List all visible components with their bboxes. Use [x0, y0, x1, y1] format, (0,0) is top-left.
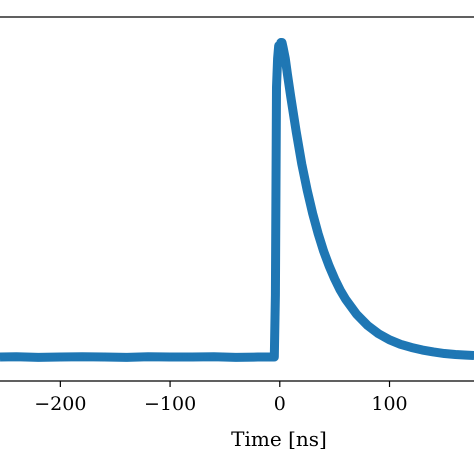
series-point: [322, 249, 326, 253]
series-point: [338, 288, 342, 292]
series-point: [102, 355, 106, 359]
series-point: [273, 293, 277, 297]
plot-area: [0, 16, 474, 382]
x-tick-label: 100: [371, 393, 407, 415]
series-point: [272, 355, 276, 359]
series-point: [190, 355, 194, 359]
series-point: [146, 355, 150, 359]
series-point: [289, 95, 293, 99]
series-point: [277, 44, 281, 48]
series-point: [283, 57, 287, 61]
series-point: [256, 355, 260, 359]
series-point: [398, 342, 402, 346]
series-point: [285, 72, 289, 76]
series-point: [388, 338, 392, 342]
series-point: [124, 355, 128, 359]
series-point: [355, 312, 359, 316]
series-point: [366, 323, 370, 327]
series-point: [294, 130, 298, 134]
series-point: [420, 348, 424, 352]
series-noise: [0, 38, 474, 362]
series-point: [36, 355, 40, 359]
series-point: [316, 232, 320, 236]
x-axis-title: Time [ns]: [231, 427, 327, 451]
series-point: [377, 332, 381, 336]
series-point: [442, 352, 446, 356]
x-tick-label: 0: [274, 393, 286, 415]
series-point: [300, 162, 304, 166]
series-point: [269, 355, 273, 359]
series-point: [280, 41, 284, 45]
series-point: [281, 45, 285, 49]
series-point: [276, 57, 280, 61]
series-point: [333, 277, 337, 281]
series-point: [0, 355, 2, 359]
series-point: [234, 355, 238, 359]
series-point: [311, 212, 315, 216]
series-point: [453, 353, 457, 356]
series-line: [0, 38, 474, 362]
series-point: [278, 47, 282, 51]
series-point: [464, 353, 468, 357]
series-point: [275, 85, 278, 89]
series-layer: [0, 38, 474, 362]
series-point: [409, 345, 413, 349]
series-point: [168, 355, 172, 359]
series-point: [80, 355, 84, 359]
x-axis-ticks: −200 −100 0 100: [34, 381, 408, 415]
series-point: [431, 350, 435, 354]
series-point: [305, 188, 309, 192]
x-tick-label: −200: [34, 393, 86, 415]
series-point: [212, 355, 216, 359]
series-point: [327, 264, 331, 268]
series-point: [344, 297, 348, 301]
x-tick-label: −100: [144, 393, 196, 415]
series-point: [58, 355, 62, 359]
series-point: [14, 355, 18, 359]
